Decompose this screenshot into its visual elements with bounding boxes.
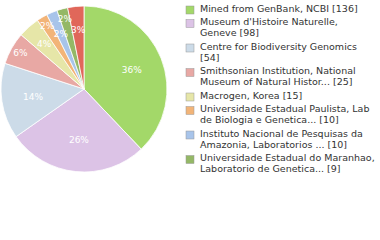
chart: 36%26%14%6%4%2%2%2%3%Mined from GenBank,… [0,0,380,240]
legend-swatch [186,93,194,101]
legend-swatch [186,156,194,164]
legend-label: Museum d'Histoire Naturelle,Geneve [98] [200,16,338,38]
legend-swatch [186,69,194,77]
data-label: 2% [58,14,73,24]
data-label: 26% [69,135,89,145]
data-label: 6% [13,48,28,58]
pie-slice [16,89,141,172]
legend-label: Macrogen, Korea [15] [200,90,302,101]
legend-label: Universidade Estadual do Maranhao,Labora… [200,152,375,174]
data-label: 14% [23,92,43,102]
legend: Mined from GenBank, NCBI [136] Museum d'H… [186,3,375,175]
data-label: 4% [37,39,52,49]
legend-swatch [186,20,194,28]
data-label: 2% [40,21,55,31]
legend-swatch [186,6,194,14]
legend-label: Smithsonian Institution, NationalMuseum … [200,65,356,87]
legend-swatch [186,44,194,52]
legend-label: Mined from GenBank, NCBI [136] [200,3,358,14]
legend-swatch [186,107,194,115]
legend-label: Instituto Nacional de Pesquisas daAmazon… [200,128,363,150]
legend-swatch [186,131,194,139]
legend-label: Universidade Estadual Paulista, Labde Bi… [200,103,369,125]
data-label: 3% [71,25,86,35]
legend-label: Centre for Biodiversity Genomics[54] [200,41,357,63]
pie: 36%26%14%6%4%2%2%2%3% [1,6,167,172]
data-label: 2% [54,29,69,39]
data-label: 36% [122,65,142,75]
